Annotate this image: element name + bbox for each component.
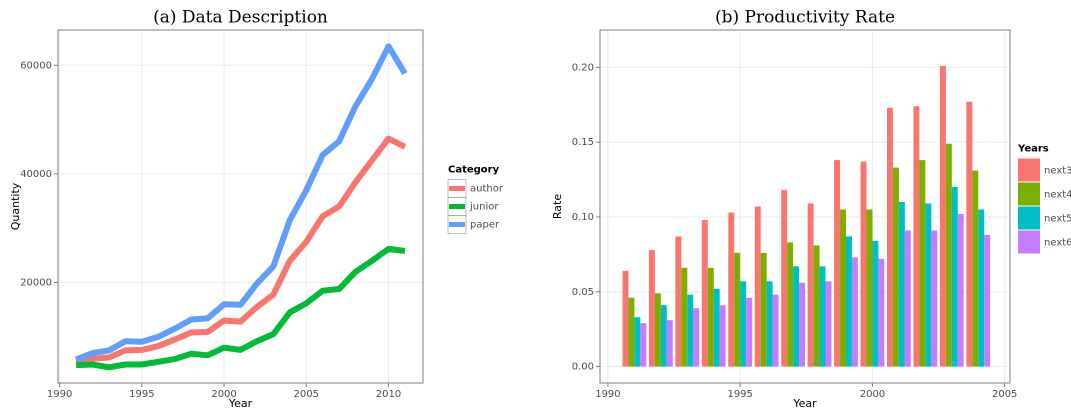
bar: [666, 320, 673, 367]
bar: [966, 101, 973, 367]
bar: [766, 281, 773, 367]
legend-label: paper: [470, 220, 500, 231]
bar: [734, 252, 741, 367]
legend-swatch: [1018, 158, 1040, 182]
bar: [866, 209, 873, 367]
bar: [898, 202, 905, 367]
bar: [728, 212, 735, 367]
bar: [799, 282, 805, 367]
bar: [681, 267, 688, 367]
line: [75, 135, 407, 365]
bar: [813, 245, 820, 367]
bar: [793, 266, 800, 367]
bar: [740, 281, 747, 367]
chart-title: (a) Data Description: [153, 8, 328, 28]
x-tick-label: 2005: [992, 389, 1017, 400]
bar: [945, 143, 952, 367]
legend-label: author: [470, 184, 504, 195]
bar: [628, 297, 635, 367]
bar: [860, 161, 867, 367]
x-tick-label: 2010: [376, 389, 401, 400]
legend-label: next5: [1044, 214, 1071, 225]
bar: [957, 213, 964, 367]
bar: [887, 107, 893, 367]
legend-swatch: [1018, 182, 1040, 206]
x-tick-label: 1995: [129, 389, 154, 400]
y-axis-label: Rate: [551, 194, 564, 219]
legend-title: Category: [448, 165, 500, 176]
y-tick-label: 0.10: [572, 212, 594, 223]
bar: [746, 297, 753, 367]
bar: [754, 206, 761, 367]
bar: [622, 270, 629, 367]
x-tick-label: 1990: [47, 389, 72, 400]
x-tick-label: 1990: [595, 389, 620, 400]
bar: [781, 190, 788, 367]
bar: [707, 267, 714, 367]
bar: [951, 187, 958, 367]
legend-label: next3: [1044, 166, 1071, 177]
bar: [978, 209, 985, 367]
bar: [819, 266, 826, 367]
y-tick-label: 0.05: [572, 287, 594, 298]
y-tick-label: 40000: [20, 169, 52, 180]
x-tick-label: 2000: [211, 389, 236, 400]
x-tick-label: 2005: [294, 389, 319, 400]
bar: [760, 252, 767, 367]
bar: [872, 240, 879, 367]
bar: [931, 230, 938, 367]
plot-border: [57, 29, 424, 384]
bar: [719, 305, 726, 367]
legend-swatch: [1018, 230, 1040, 254]
bar: [675, 236, 682, 367]
bar: [772, 294, 779, 367]
bar: [840, 209, 846, 367]
bar: [846, 236, 852, 367]
bar: [913, 106, 920, 367]
legend-label: junior: [469, 202, 499, 213]
x-axis-label: Year: [792, 397, 817, 409]
bar: [972, 170, 979, 367]
x-tick-label: 1995: [727, 389, 752, 400]
bar: [925, 203, 932, 367]
line: [75, 245, 406, 371]
bar: [660, 305, 667, 367]
y-tick-label: 20000: [20, 278, 52, 289]
chart-title: (b) Productivity Rate: [715, 8, 895, 28]
bar: [713, 288, 720, 367]
bar: [640, 323, 647, 367]
bar: [693, 308, 700, 367]
bar: [687, 294, 694, 367]
y-tick-label: 0.00: [572, 362, 594, 373]
bar: [851, 257, 858, 367]
bar: [648, 249, 655, 367]
y-tick-label: 0.20: [572, 62, 594, 73]
bar: [825, 281, 832, 367]
legend-label: next6: [1044, 238, 1071, 249]
plot-border: [599, 29, 1011, 384]
bar: [634, 317, 641, 367]
bar: [654, 293, 661, 367]
legend-swatch: [1018, 206, 1040, 230]
bar: [904, 230, 911, 367]
bar: [787, 242, 794, 367]
x-tick-label: 2000: [860, 389, 885, 400]
bar: [939, 65, 946, 367]
y-tick-label: 60000: [20, 60, 52, 71]
y-axis-label: Quantity: [9, 182, 22, 230]
bar: [892, 167, 899, 367]
bar: [834, 160, 841, 367]
bar: [807, 203, 814, 367]
bar: [984, 234, 991, 367]
y-tick-label: 0.15: [572, 137, 594, 148]
bar: [878, 258, 885, 367]
line: [74, 43, 408, 363]
bar: [701, 219, 708, 367]
legend-title: Years: [1017, 144, 1049, 155]
bar: [919, 160, 926, 367]
legend-label: next4: [1044, 190, 1071, 201]
x-axis-label: Year: [228, 397, 253, 409]
